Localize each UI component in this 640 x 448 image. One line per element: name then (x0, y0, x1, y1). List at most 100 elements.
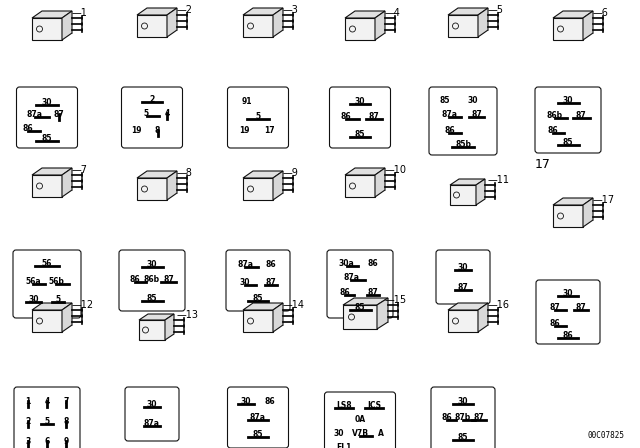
Text: 56: 56 (42, 259, 52, 268)
Text: FL1: FL1 (336, 443, 351, 448)
Polygon shape (450, 179, 485, 185)
Polygon shape (167, 171, 177, 200)
FancyBboxPatch shape (429, 87, 497, 155)
Text: 5: 5 (255, 112, 260, 121)
Polygon shape (345, 11, 385, 18)
Text: 5: 5 (56, 295, 61, 304)
Polygon shape (343, 298, 388, 305)
Polygon shape (448, 15, 478, 37)
Polygon shape (137, 8, 177, 15)
Text: —8: —8 (177, 168, 193, 178)
Polygon shape (32, 175, 62, 197)
Polygon shape (243, 171, 283, 178)
Text: —11: —11 (488, 175, 510, 185)
Text: 86: 86 (444, 126, 454, 135)
Text: —9: —9 (283, 168, 299, 178)
Text: 86: 86 (550, 319, 561, 328)
Text: 30: 30 (334, 429, 344, 438)
Text: 87a: 87a (343, 273, 359, 282)
Text: 87: 87 (471, 111, 482, 120)
Text: 30: 30 (147, 400, 157, 409)
Polygon shape (448, 8, 488, 15)
Polygon shape (345, 18, 375, 40)
Polygon shape (62, 168, 72, 197)
Text: —10: —10 (385, 165, 407, 175)
Text: 87: 87 (369, 112, 379, 121)
Polygon shape (345, 168, 385, 175)
Text: 85: 85 (147, 294, 157, 303)
Text: 30: 30 (28, 295, 38, 304)
Text: 86: 86 (563, 331, 573, 340)
Polygon shape (32, 168, 72, 175)
Text: 1: 1 (25, 397, 31, 406)
Text: 7: 7 (63, 397, 69, 406)
Text: —17: —17 (593, 195, 615, 205)
Text: 86b: 86b (547, 111, 563, 120)
Text: 87b: 87b (455, 413, 471, 422)
FancyBboxPatch shape (436, 250, 490, 304)
Text: 87a: 87a (144, 419, 160, 428)
Polygon shape (139, 320, 165, 340)
Polygon shape (345, 175, 375, 197)
Text: LS8: LS8 (336, 401, 351, 409)
Polygon shape (375, 168, 385, 197)
FancyBboxPatch shape (227, 87, 289, 148)
Polygon shape (167, 8, 177, 37)
Text: 85: 85 (355, 302, 365, 312)
Text: 56a: 56a (26, 276, 41, 285)
Polygon shape (62, 11, 72, 40)
Polygon shape (165, 314, 174, 340)
Text: —5: —5 (488, 5, 504, 15)
FancyBboxPatch shape (431, 387, 495, 448)
Polygon shape (139, 314, 174, 320)
Text: 87: 87 (474, 413, 484, 422)
Text: —16: —16 (488, 300, 510, 310)
Text: —3: —3 (283, 5, 299, 15)
FancyBboxPatch shape (226, 250, 290, 311)
Polygon shape (243, 310, 273, 332)
Text: 87a: 87a (27, 110, 43, 119)
Text: 30: 30 (458, 397, 468, 406)
Polygon shape (32, 11, 72, 18)
FancyBboxPatch shape (330, 87, 390, 148)
Text: 85: 85 (42, 134, 52, 143)
Polygon shape (243, 178, 273, 200)
Text: ICS: ICS (367, 401, 381, 409)
Polygon shape (553, 198, 593, 205)
Text: A: A (378, 429, 384, 438)
Polygon shape (583, 11, 593, 40)
Text: 5: 5 (44, 417, 49, 426)
Text: —1: —1 (72, 8, 88, 18)
Text: 30: 30 (467, 96, 477, 105)
Text: 86: 86 (340, 288, 350, 297)
Text: 30: 30 (563, 289, 573, 298)
Text: 87: 87 (54, 110, 65, 119)
Text: 6: 6 (44, 437, 50, 446)
Text: 86: 86 (266, 259, 276, 269)
FancyBboxPatch shape (125, 387, 179, 441)
Polygon shape (137, 178, 167, 200)
Text: 30: 30 (42, 98, 52, 107)
Polygon shape (243, 303, 283, 310)
Text: 87: 87 (266, 278, 276, 287)
Polygon shape (448, 310, 478, 332)
Text: 86: 86 (22, 124, 33, 133)
FancyBboxPatch shape (119, 250, 185, 311)
Text: 30: 30 (147, 259, 157, 269)
Text: 2: 2 (25, 417, 31, 426)
Text: 86: 86 (265, 396, 275, 405)
Polygon shape (478, 303, 488, 332)
Polygon shape (32, 310, 62, 332)
Text: 30: 30 (563, 96, 573, 105)
Text: —12: —12 (72, 300, 94, 310)
FancyBboxPatch shape (17, 87, 77, 148)
Polygon shape (476, 179, 485, 205)
Text: 87a: 87a (237, 259, 253, 269)
Text: 17: 17 (264, 126, 275, 135)
Text: 91: 91 (242, 97, 252, 106)
Text: 86: 86 (341, 112, 351, 121)
FancyBboxPatch shape (13, 250, 81, 318)
Polygon shape (448, 303, 488, 310)
Polygon shape (377, 298, 388, 329)
Text: 56b: 56b (49, 276, 64, 285)
